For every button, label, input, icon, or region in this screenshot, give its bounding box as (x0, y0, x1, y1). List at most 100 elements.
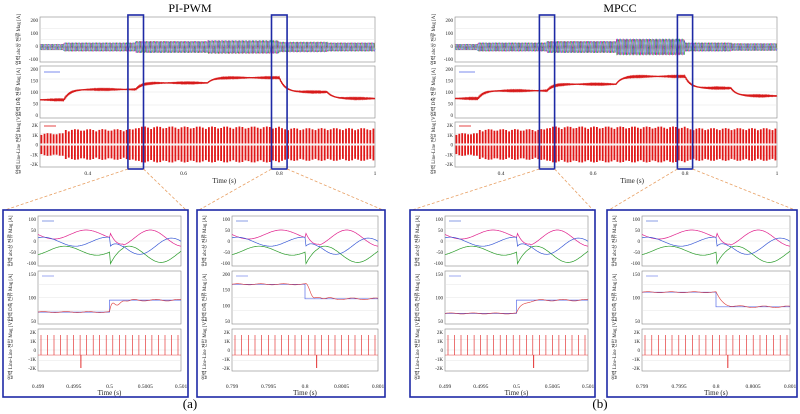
voltage-bar (74, 129, 76, 144)
voltage-bar (765, 128, 768, 144)
voltage-bar (238, 145, 241, 163)
voltage-bar (323, 145, 326, 161)
voltage-bar (516, 145, 519, 160)
voltage-bar (619, 126, 622, 144)
caption-right: (b) (592, 396, 607, 411)
zoom-x-tick-label: 0.501 (175, 384, 188, 390)
voltage-bar (578, 145, 581, 163)
zoom-y-tick-label: 150 (29, 273, 37, 278)
voltage-bar (296, 128, 299, 144)
voltage-bar (642, 127, 645, 144)
voltage-bar (704, 145, 707, 159)
zoom-series-phase_c (641, 236, 791, 255)
series-phase_c (39, 40, 376, 55)
zoom-y-axis-label: 입력 Line-Line 전압 Mag [V] (201, 320, 208, 380)
voltage-bar (113, 129, 116, 144)
x-tick-label: 0.8 (682, 171, 689, 177)
voltage-bar (716, 129, 718, 144)
voltage-bar (637, 145, 639, 162)
voltage-bar (537, 129, 540, 144)
zoom-y-tick-label: 2K (224, 331, 231, 336)
voltage-bar (470, 134, 472, 144)
zoom-y-axis-label: 입력 abc상 전류 Mag [A] (611, 215, 618, 266)
zoom-x-tick-label: 0.7995 (261, 384, 276, 390)
zoom-y-tick-label: 2K (634, 331, 641, 336)
zoom-y-tick-label: 0 (638, 349, 641, 354)
zoom-series-phase_c (444, 236, 589, 255)
voltage-bar (587, 128, 589, 144)
voltage-bar (335, 145, 338, 161)
voltage-bar (284, 129, 286, 144)
voltage-bar (147, 145, 149, 162)
voltage-bar (122, 131, 125, 144)
voltage-bar (339, 145, 341, 160)
voltage-bar (192, 128, 195, 144)
voltage-bar (265, 145, 268, 163)
zoom-y-axis-label: 입력 D축 전류 Mag [A] (611, 273, 618, 321)
series-phase_c (454, 38, 778, 56)
voltage-bar (256, 127, 259, 144)
voltage-bar (40, 145, 43, 155)
voltage-bar (739, 128, 742, 144)
voltage-bar (104, 129, 107, 144)
voltage-bar (74, 145, 76, 160)
voltage-bar (259, 145, 262, 161)
zoom-y-tick-label: 0 (441, 349, 444, 354)
voltage-bar (467, 145, 469, 155)
voltage-bar (220, 145, 222, 161)
zoom-y-tick-label: -2K (435, 367, 443, 372)
voltage-bar (774, 145, 777, 161)
voltage-bar (177, 145, 180, 161)
voltage-bar (214, 145, 216, 162)
voltage-bar (522, 130, 525, 144)
zoom-y-tick-label: 50 (225, 229, 231, 234)
voltage-bar (278, 126, 280, 144)
voltage-bar (134, 128, 137, 144)
voltage-bar (467, 134, 469, 144)
voltage-bar (247, 127, 250, 144)
zoom-x-tick-label: 0.799 (226, 384, 239, 390)
zoom-guide-dash (286, 168, 384, 211)
voltage-bar (168, 126, 171, 144)
voltage-bar (43, 133, 46, 144)
voltage-bar (363, 145, 366, 161)
voltage-bar (220, 128, 222, 144)
voltage-bar (534, 145, 537, 158)
zoom-y-tick-label: -1K (435, 358, 443, 363)
voltage-bar (616, 127, 619, 144)
voltage-bar (268, 127, 271, 144)
voltage-bar (508, 145, 510, 158)
voltage-bar (192, 145, 195, 161)
voltage-bar (64, 145, 67, 159)
voltage-bar (666, 145, 668, 161)
voltage-bar (478, 145, 481, 159)
y-tick-label: 200 (446, 19, 454, 24)
voltage-bar (754, 128, 756, 144)
voltage-bar (701, 145, 704, 161)
voltage-bar (528, 145, 531, 160)
voltage-bar (622, 127, 625, 144)
zoom-y-tick-label: -100 (434, 262, 444, 267)
voltage-bar (332, 145, 335, 161)
voltage-bar (104, 145, 107, 160)
voltage-bar (138, 128, 140, 144)
voltage-bar (244, 128, 247, 144)
zoom-y-tick-label: 100 (633, 218, 641, 223)
voltage-bar (613, 145, 616, 161)
voltage-bar (71, 145, 73, 160)
voltage-bar (575, 128, 578, 144)
voltage-bar (253, 126, 256, 144)
voltage-bar (320, 128, 323, 144)
voltage-bar (514, 129, 516, 144)
voltage-bar (174, 145, 177, 162)
voltage-bar (265, 126, 268, 144)
zoom-y-axis-label: 입력 Line-Line 전압 Mag [V] (414, 320, 421, 380)
zoom-series-phase_c (231, 236, 379, 255)
zoom-y-tick-label: -1K (222, 358, 230, 363)
voltage-bar (771, 145, 774, 159)
voltage-bar (171, 145, 174, 163)
voltage-bar (572, 145, 575, 161)
voltage-bar (67, 145, 70, 158)
voltage-bar (689, 129, 692, 144)
voltage-bar (622, 145, 625, 162)
